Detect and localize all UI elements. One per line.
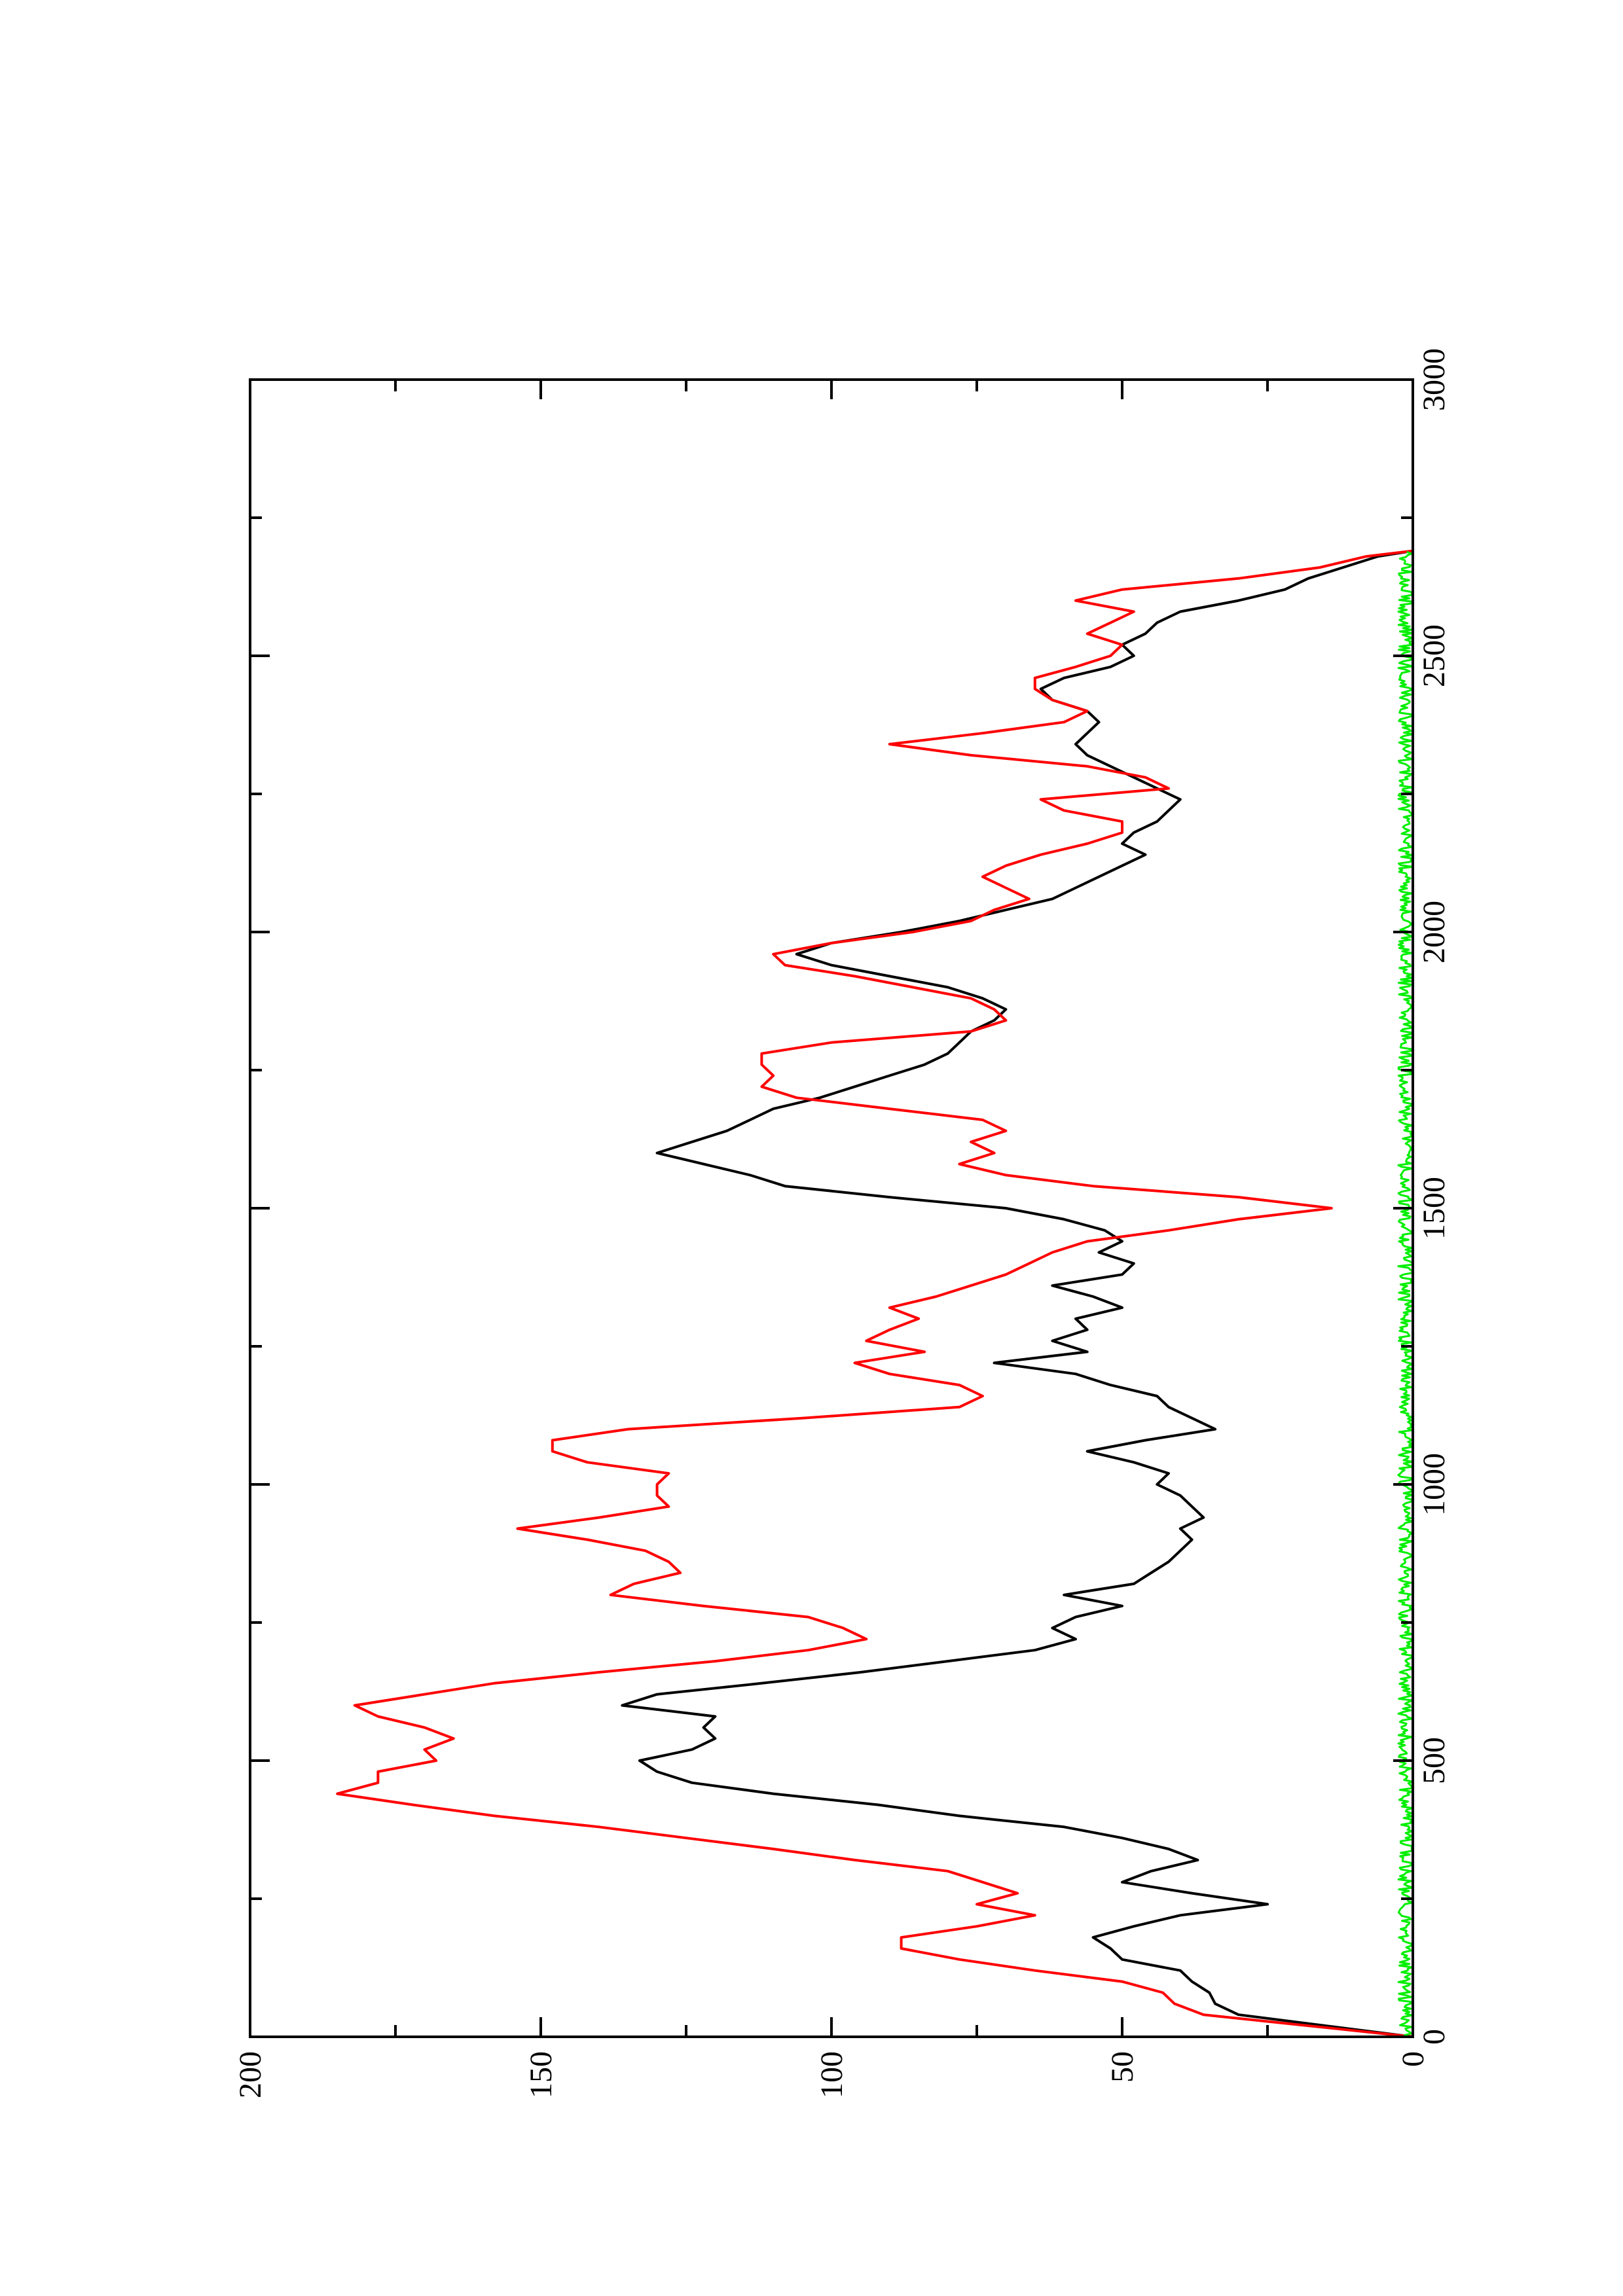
series-line-2 (1397, 550, 1414, 2037)
x-tick-label: 2500 (1417, 624, 1451, 687)
plot-area (336, 549, 1414, 2038)
plot-frame (249, 378, 1414, 2038)
x-tick-label: 1000 (1417, 1453, 1451, 1516)
y-tick-label: 0 (1396, 2051, 1431, 2067)
axes: 0 500 1000 1500 2000 2500 3000 0 50 100 150 200 (233, 348, 1451, 2098)
y-tick-label: 100 (814, 2051, 849, 2098)
series-line-0 (621, 549, 1413, 2038)
x-tick-label: 500 (1417, 1737, 1451, 1784)
series-line-1 (336, 549, 1413, 2038)
x-tick-label: 1500 (1417, 1177, 1451, 1240)
y-tick-label: 200 (233, 2051, 268, 2098)
x-tick-label: 0 (1417, 2029, 1451, 2045)
y-tick-label: 50 (1105, 2051, 1140, 2083)
x-tick-label: 2000 (1417, 901, 1451, 963)
y-tick-label: 150 (524, 2051, 558, 2098)
x-tick-label: 3000 (1417, 348, 1451, 411)
